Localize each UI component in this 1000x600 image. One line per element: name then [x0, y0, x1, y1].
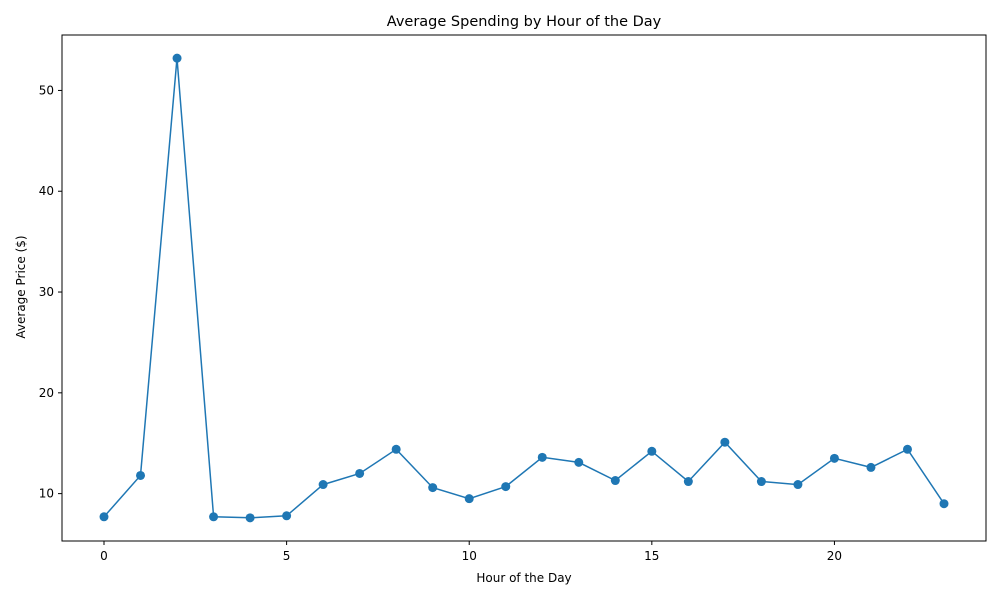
y-axis-label: Average Price ($) [14, 235, 28, 338]
x-axis-label: Hour of the Day [476, 571, 571, 585]
data-point [647, 446, 657, 456]
data-points [99, 53, 949, 523]
data-point [683, 477, 693, 487]
x-tick-label: 5 [283, 549, 291, 563]
x-axis: 0 5 10 15 20 [100, 541, 842, 563]
data-point [136, 470, 146, 480]
y-tick-label: 10 [39, 487, 54, 501]
plot-frame [61, 34, 987, 542]
x-tick-label: 15 [644, 549, 659, 563]
chart-title: Average Spending by Hour of the Day [387, 14, 662, 30]
data-point [902, 444, 912, 454]
data-point [245, 513, 255, 523]
y-tick-label: 50 [39, 83, 54, 97]
data-point [829, 453, 839, 463]
data-point [318, 480, 328, 490]
data-point [537, 452, 547, 462]
x-tick-label: 10 [462, 549, 477, 563]
data-point [574, 457, 584, 467]
x-tick-label: 20 [827, 549, 842, 563]
data-point [756, 477, 766, 487]
data-point [464, 494, 474, 504]
y-axis: 10 20 30 40 50 [39, 83, 62, 501]
data-point [793, 480, 803, 490]
data-point [501, 482, 511, 492]
y-tick-label: 30 [39, 285, 54, 299]
data-point [866, 462, 876, 472]
data-point [282, 511, 292, 521]
x-tick-label: 0 [100, 549, 108, 563]
data-point [355, 468, 365, 478]
data-point [209, 512, 219, 522]
data-point [172, 53, 182, 63]
data-point [99, 512, 109, 522]
series-line [103, 58, 945, 519]
y-tick-label: 40 [39, 184, 54, 198]
data-point [720, 437, 730, 447]
data-point [428, 483, 438, 493]
y-tick-label: 20 [39, 386, 54, 400]
data-point [610, 476, 620, 486]
data-point [939, 499, 949, 509]
data-point [391, 444, 401, 454]
